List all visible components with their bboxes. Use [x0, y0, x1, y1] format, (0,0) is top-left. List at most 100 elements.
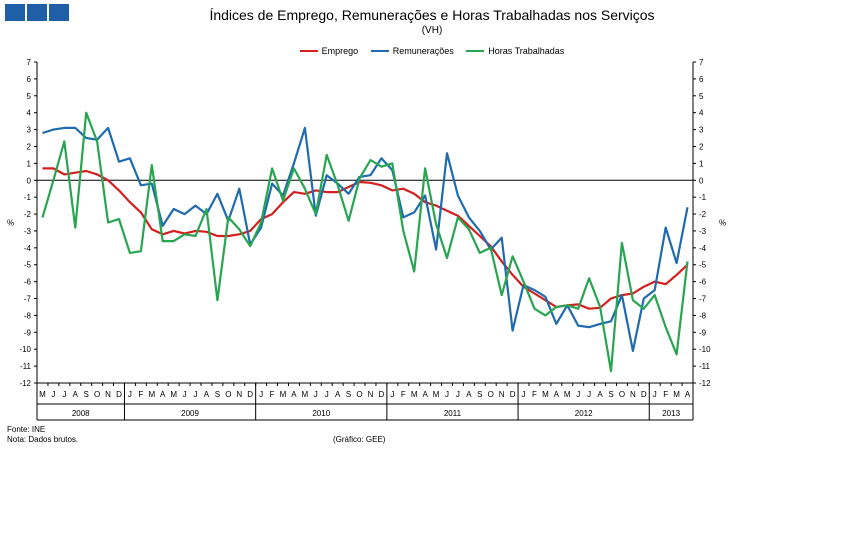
- month-label: N: [499, 390, 505, 399]
- legend-swatch-emprego: [299, 50, 318, 52]
- month-label: A: [554, 390, 560, 399]
- y-tick-label-right: 6: [699, 75, 704, 84]
- legend-swatch-remuneracoes: [370, 50, 389, 52]
- month-label: A: [685, 390, 691, 399]
- y-tick-label-right: -7: [699, 295, 707, 304]
- month-label: M: [433, 390, 440, 399]
- month-label: S: [608, 390, 613, 399]
- data-note: Nota: Dados brutos.: [7, 435, 79, 444]
- legend: Emprego Remunerações Horas Trabalhadas: [0, 44, 864, 56]
- y-tick-label-right: -4: [699, 244, 707, 253]
- month-label: M: [564, 390, 571, 399]
- y-tick-label-right: 2: [699, 142, 704, 151]
- y-tick-label-left: -1: [24, 193, 32, 202]
- month-label: J: [587, 390, 591, 399]
- month-label: D: [247, 390, 253, 399]
- month-label: J: [62, 390, 66, 399]
- month-label: J: [390, 390, 394, 399]
- month-label: A: [597, 390, 603, 399]
- month-label: M: [170, 390, 177, 399]
- y-tick-label-right: 0: [699, 176, 704, 185]
- month-label: M: [280, 390, 287, 399]
- month-label: J: [456, 390, 460, 399]
- y-tick-label-left: -8: [24, 311, 32, 320]
- month-label: J: [325, 390, 329, 399]
- month-label: F: [401, 390, 406, 399]
- month-label: A: [422, 390, 428, 399]
- month-label: M: [673, 390, 680, 399]
- y-tick-label-right: 1: [699, 159, 704, 168]
- month-label: J: [445, 390, 449, 399]
- month-label: J: [183, 390, 187, 399]
- month-label: F: [270, 390, 275, 399]
- month-label: A: [466, 390, 472, 399]
- month-label: F: [663, 390, 668, 399]
- month-label: D: [510, 390, 516, 399]
- month-label: N: [630, 390, 636, 399]
- y-tick-label-right: 5: [699, 92, 704, 101]
- y-tick-label-left: 1: [27, 159, 32, 168]
- month-label: M: [148, 390, 155, 399]
- year-label: 2013: [662, 409, 680, 418]
- month-label: O: [94, 390, 100, 399]
- y-tick-label-left: 3: [27, 126, 32, 135]
- year-label: 2008: [72, 409, 90, 418]
- year-label: 2012: [575, 409, 593, 418]
- month-label: J: [51, 390, 55, 399]
- y-tick-label-right: -10: [699, 345, 711, 354]
- month-label: M: [411, 390, 418, 399]
- y-tick-label-right: -3: [699, 227, 707, 236]
- chart-subtitle: (VH): [421, 25, 443, 36]
- y-tick-label-right: 4: [699, 109, 704, 118]
- month-label: J: [259, 390, 263, 399]
- footnotes: Fonte: INE Nota: Dados brutos.: [7, 425, 78, 445]
- legend-label-horas: Horas Trabalhadas: [488, 46, 565, 56]
- y-axis-label-left: %: [7, 219, 14, 228]
- y-axis-label-right: %: [719, 219, 726, 228]
- series-line-emprego: [42, 167, 689, 310]
- y-tick-label-left: 4: [27, 109, 32, 118]
- logo-block-1: [5, 4, 25, 21]
- month-label: D: [379, 390, 385, 399]
- y-tick-label-left: -11: [20, 362, 32, 371]
- y-tick-label-left: 0: [27, 176, 32, 185]
- y-tick-label-left: 2: [27, 142, 32, 151]
- month-label: J: [653, 390, 657, 399]
- legend-item-horas: Horas Trabalhadas: [466, 46, 564, 56]
- y-tick-label-right: -9: [699, 328, 707, 337]
- y-tick-label-right: -6: [699, 278, 707, 287]
- y-tick-label-left: -12: [19, 379, 31, 388]
- y-tick-label-right: -12: [699, 379, 711, 388]
- y-tick-label-left: -7: [24, 295, 32, 304]
- month-label: S: [84, 390, 89, 399]
- legend-item-emprego: Emprego: [299, 46, 359, 56]
- year-label: 2009: [181, 409, 199, 418]
- month-label: M: [542, 390, 549, 399]
- month-label: M: [39, 390, 46, 399]
- y-tick-label-left: -4: [24, 244, 32, 253]
- year-label: 2010: [312, 409, 330, 418]
- logo-block-3: [49, 4, 69, 21]
- source-note: Fonte: INE: [7, 425, 46, 434]
- y-tick-label-left: 7: [27, 58, 32, 67]
- month-label: O: [356, 390, 362, 399]
- month-label: F: [138, 390, 143, 399]
- series-line-remuneracoes: [42, 126, 689, 352]
- month-label: A: [291, 390, 297, 399]
- y-tick-label-left: -3: [24, 227, 32, 236]
- month-label: D: [641, 390, 647, 399]
- month-label: O: [225, 390, 231, 399]
- month-label: J: [128, 390, 132, 399]
- legend-label-emprego: Emprego: [321, 46, 359, 56]
- y-tick-label-left: -6: [24, 278, 32, 287]
- month-label: J: [522, 390, 526, 399]
- month-label: S: [215, 390, 220, 399]
- legend-swatch-horas: [466, 50, 485, 52]
- month-label: A: [73, 390, 79, 399]
- month-label: J: [314, 390, 318, 399]
- y-tick-label-left: -10: [19, 345, 31, 354]
- series-line-horas: [41, 111, 689, 373]
- month-label: O: [619, 390, 625, 399]
- y-tick-label-left: -2: [24, 210, 32, 219]
